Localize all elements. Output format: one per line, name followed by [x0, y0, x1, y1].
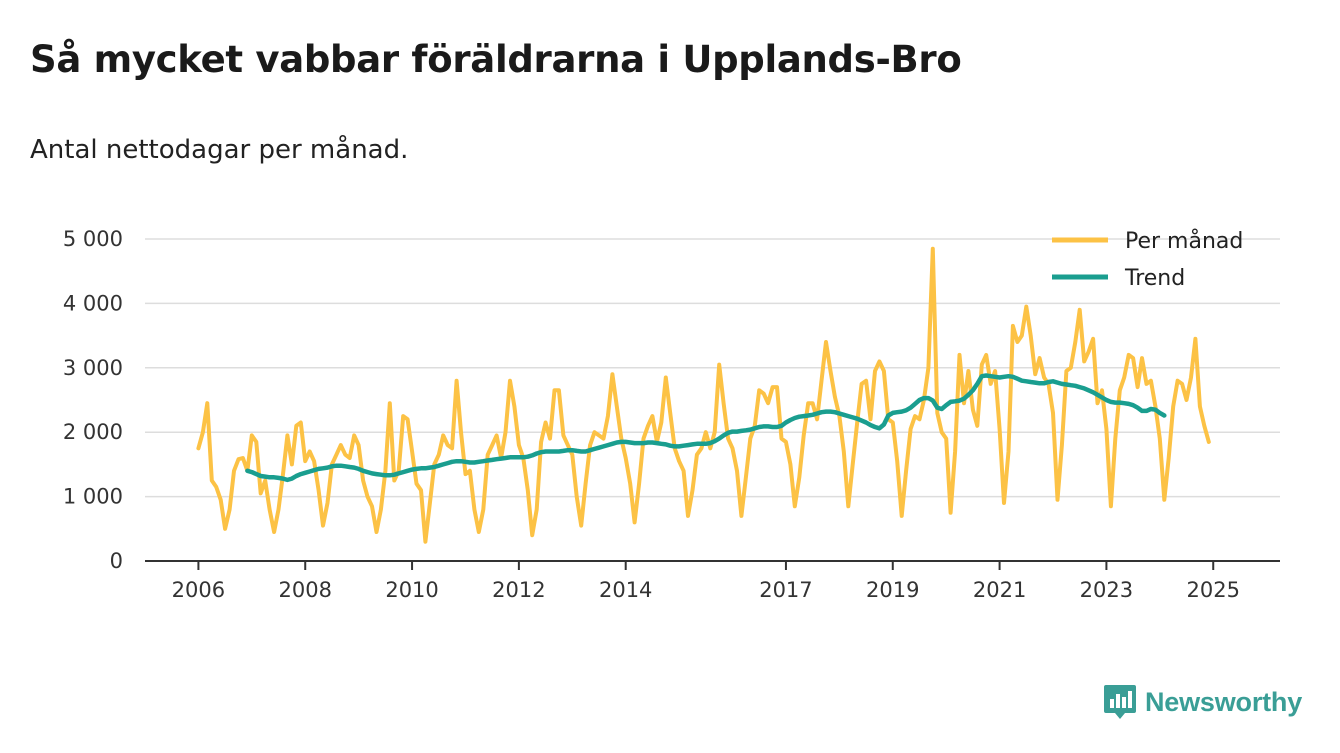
x-tick-label: 2010 — [385, 578, 438, 602]
axes: 0 1 000 2 000 3 000 4 000 5 000 2006 2008 2010 20… — [63, 227, 1280, 602]
legend-label: Trend — [1124, 266, 1185, 291]
y-tick-label: 3 000 — [63, 356, 123, 380]
x-tick-label: 2023 — [1080, 578, 1133, 602]
x-tick-label: 2008 — [279, 578, 332, 602]
legend-label: Per månad — [1125, 228, 1243, 254]
y-tick-label: 4 000 — [63, 291, 123, 315]
x-tick-label: 2025 — [1187, 578, 1240, 602]
brand-name: Newsworthy — [1145, 686, 1303, 717]
bar-chart-icon — [1104, 685, 1136, 719]
x-tick-label: 2012 — [492, 578, 545, 602]
series-lines — [196, 246, 1211, 544]
newsworthy-logo[interactable]: Newsworthy — [1103, 683, 1302, 721]
y-tick-label: 2 000 — [63, 420, 123, 444]
x-tick-label: 2014 — [599, 578, 652, 602]
chart-subtitle: Antal nettodagar per månad. — [30, 135, 409, 165]
y-tick-label: 1 000 — [63, 485, 123, 509]
x-tick-label: 2006 — [172, 578, 225, 602]
chart-title: Så mycket vabbar föräldrarna i Upplands-… — [30, 38, 962, 81]
x-tick-label: 2021 — [973, 578, 1026, 602]
y-tick-label: 5 000 — [63, 227, 123, 251]
y-tick-label: 0 — [110, 549, 123, 573]
x-tick-label: 2017 — [759, 578, 812, 602]
series-line-trend — [245, 373, 1167, 483]
series-line-per-manad — [196, 246, 1211, 544]
x-tick-label: 2019 — [866, 578, 919, 602]
legend: Per månad Trend — [1052, 228, 1243, 291]
